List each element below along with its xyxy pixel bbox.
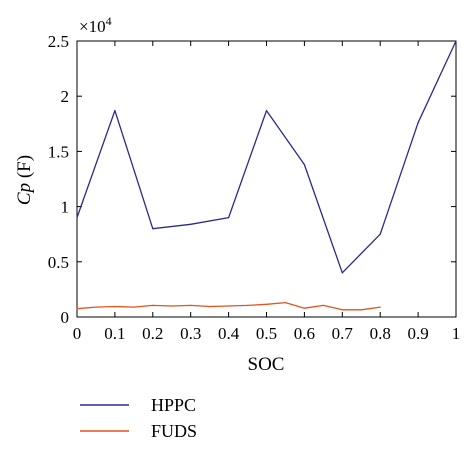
data-point-fuds	[152, 304, 154, 307]
data-point-fuds	[171, 305, 173, 307]
y-tick-label: 0	[61, 308, 70, 327]
y-axis: 0 0.5 1 1.5 2 2.5	[48, 32, 456, 327]
data-point-fuds	[228, 305, 230, 307]
data-point-hppc	[190, 223, 192, 225]
legend-item-hppc: HPPC	[80, 395, 196, 415]
data-point-fuds	[246, 304, 249, 307]
y-tick-label: 0.5	[48, 253, 69, 272]
y-tick-label: 1	[61, 198, 70, 217]
plot-area: 0 0.1 0.2 0.3 0.4 0.5 0.6 0.7 0.8 0.9 1 0 0.5 1 1.5 2 2…	[48, 32, 461, 343]
y-axis-label: Cp (F)	[14, 155, 35, 205]
data-point-fuds	[360, 309, 362, 311]
data-point-hppc	[76, 217, 78, 219]
data-point-hppc	[303, 164, 305, 166]
legend: HPPC FUDS	[80, 395, 197, 441]
data-point-hppc	[152, 228, 154, 230]
data-point-hppc	[341, 272, 343, 274]
x-tick-label: 1	[452, 324, 461, 343]
data-point-hppc	[379, 233, 381, 235]
x-tick-label: 0.4	[218, 324, 240, 343]
data-point-fuds	[341, 309, 343, 311]
data-point-fuds	[95, 306, 97, 308]
legend-label-hppc: HPPC	[151, 395, 196, 415]
data-point-hppc	[114, 109, 116, 112]
y-tick-label: 1.5	[48, 142, 69, 161]
series-lines	[76, 40, 457, 311]
data-point-fuds	[76, 308, 78, 310]
data-point-fuds	[190, 304, 192, 307]
data-point-hppc	[417, 122, 419, 124]
data-point-fuds	[114, 305, 116, 308]
data-point-fuds	[284, 302, 287, 304]
y-tick-label: 2.5	[48, 32, 69, 51]
data-point-hppc	[265, 109, 268, 112]
data-point-fuds	[379, 306, 381, 308]
data-point-fuds	[322, 304, 324, 307]
series-line-hppc	[76, 40, 457, 274]
data-point-fuds	[303, 307, 305, 309]
x-axis: 0 0.1 0.2 0.3 0.4 0.5 0.6 0.7 0.8 0.9 1	[73, 41, 461, 343]
data-point-fuds	[209, 305, 211, 308]
x-axis-label: SOC	[248, 354, 285, 375]
x-tick-label: 0.6	[294, 324, 315, 343]
x-tick-label: 0.8	[370, 324, 391, 343]
x-tick-label: 0.7	[332, 324, 354, 343]
x-tick-label: 0.3	[180, 324, 201, 343]
data-point-hppc	[455, 40, 457, 42]
y-axis-exponent: ×104	[79, 14, 112, 36]
x-tick-label: 0.9	[407, 324, 428, 343]
legend-label-fuds: FUDS	[151, 421, 197, 441]
x-tick-label: 0	[73, 324, 82, 343]
x-tick-label: 0.1	[104, 324, 125, 343]
data-point-fuds	[265, 303, 268, 305]
data-point-hppc	[228, 217, 230, 219]
y-tick-label: 2	[61, 87, 70, 106]
x-tick-label: 0.2	[142, 324, 163, 343]
legend-item-fuds: FUDS	[80, 421, 197, 441]
data-point-fuds	[133, 306, 135, 308]
x-tick-label: 0.5	[256, 324, 277, 343]
